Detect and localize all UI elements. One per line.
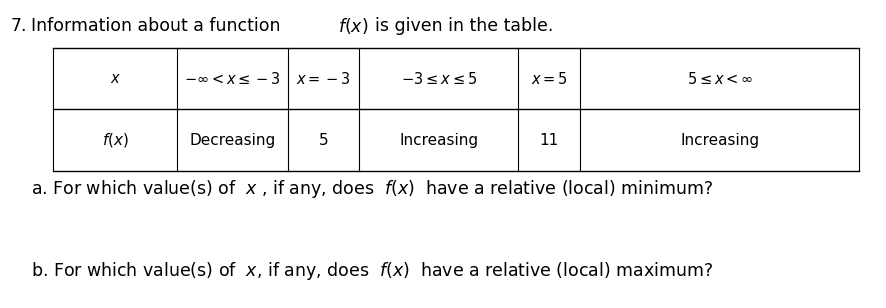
Text: is given in the table.: is given in the table. <box>375 17 553 35</box>
Text: $x = 5$: $x = 5$ <box>531 71 568 87</box>
Text: $-3 \leq x \leq 5$: $-3 \leq x \leq 5$ <box>400 71 477 87</box>
Text: Information about a function: Information about a function <box>31 17 281 35</box>
Text: $x$: $x$ <box>110 71 120 86</box>
Text: b. For which value(s) of  $x$, if any, does  $f(x)$  have a relative (local) max: b. For which value(s) of $x$, if any, do… <box>31 260 713 282</box>
Text: $x = -3$: $x = -3$ <box>296 71 351 87</box>
Text: 5: 5 <box>319 133 328 148</box>
Text: Increasing: Increasing <box>680 133 759 148</box>
Text: $f(x)$: $f(x)$ <box>338 16 369 36</box>
Text: Decreasing: Decreasing <box>190 133 276 148</box>
Text: $5 \leq x < \infty$: $5 \leq x < \infty$ <box>687 71 753 87</box>
Text: Increasing: Increasing <box>399 133 478 148</box>
Text: 7.: 7. <box>11 17 27 35</box>
Text: $-\infty < x \leq -3$: $-\infty < x \leq -3$ <box>184 71 281 87</box>
Text: 11: 11 <box>540 133 559 148</box>
Text: a. For which value(s) of  $x$ , if any, does  $f(x)$  have a relative (local) mi: a. For which value(s) of $x$ , if any, d… <box>31 178 713 201</box>
Text: $f(x)$: $f(x)$ <box>102 131 128 149</box>
